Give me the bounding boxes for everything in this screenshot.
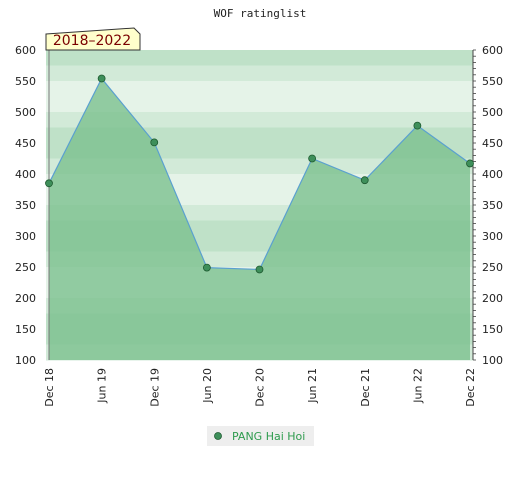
chart-title: WOF ratinglist bbox=[214, 7, 307, 20]
data-point bbox=[466, 159, 474, 168]
markers bbox=[45, 74, 474, 274]
y-tick-label-left: 100 bbox=[15, 354, 36, 367]
background-band bbox=[46, 65, 473, 82]
x-tick-label: Dec 22 bbox=[464, 368, 477, 407]
y-tick-label-right: 250 bbox=[482, 261, 503, 274]
legend-marker bbox=[214, 432, 222, 440]
y-tick-label-right: 100 bbox=[482, 354, 503, 367]
y-tick-label-left: 250 bbox=[15, 261, 36, 274]
y-tick-label-right: 200 bbox=[482, 292, 503, 305]
y-tick-label-left: 150 bbox=[15, 323, 36, 336]
x-tick-label: Dec 18 bbox=[43, 368, 56, 407]
y-tick-label-right: 400 bbox=[482, 168, 503, 181]
background-band bbox=[46, 50, 473, 66]
y-tick-label-left: 200 bbox=[15, 292, 36, 305]
background-band bbox=[46, 81, 473, 97]
x-tick-label: Jun 20 bbox=[201, 368, 214, 404]
x-tick-label: Dec 21 bbox=[359, 368, 372, 407]
period-badge-box bbox=[45, 27, 141, 51]
period-badge: 2018–2022 bbox=[45, 27, 141, 51]
y-tick-label-left: 550 bbox=[15, 75, 36, 88]
y-tick-label-left: 400 bbox=[15, 168, 36, 181]
y-tick-label-right: 500 bbox=[482, 106, 503, 119]
y-tick-label-left: 600 bbox=[15, 44, 36, 57]
data-point bbox=[308, 154, 317, 163]
axes: 100 100 150 150 200 200 250 250 300 300 350 350 400 4… bbox=[15, 44, 503, 407]
data-point bbox=[255, 265, 264, 274]
data-point bbox=[360, 176, 369, 185]
background-band bbox=[46, 112, 473, 128]
data-point bbox=[202, 263, 211, 272]
data-point bbox=[97, 74, 106, 83]
x-tick-label: Dec 19 bbox=[148, 368, 161, 407]
background-band bbox=[46, 96, 473, 113]
series-area bbox=[49, 78, 470, 361]
y-tick-label-left: 500 bbox=[15, 106, 36, 119]
x-tick-label: Dec 20 bbox=[254, 368, 267, 407]
data-point bbox=[45, 179, 53, 188]
y-tick-label-left: 450 bbox=[15, 137, 36, 150]
data-point bbox=[413, 121, 422, 130]
period-badge-label: 2018–2022 bbox=[53, 33, 131, 49]
data-point bbox=[150, 138, 159, 147]
x-tick-label: Jun 21 bbox=[306, 368, 319, 404]
y-tick-label-right: 450 bbox=[482, 137, 503, 150]
x-tick-label: Jun 22 bbox=[411, 368, 424, 404]
y-tick-label-right: 550 bbox=[482, 75, 503, 88]
y-tick-label-right: 150 bbox=[482, 323, 503, 336]
y-tick-label-left: 350 bbox=[15, 199, 36, 212]
y-tick-label-right: 300 bbox=[482, 230, 503, 243]
legend: PANG Hai Hoi bbox=[207, 426, 314, 446]
x-tick-label: Jun 19 bbox=[96, 368, 109, 404]
y-tick-label-right: 350 bbox=[482, 199, 503, 212]
legend-label: PANG Hai Hoi bbox=[232, 430, 305, 443]
y-tick-label-right: 600 bbox=[482, 44, 503, 57]
legend-box bbox=[207, 426, 314, 446]
y-tick-label-left: 300 bbox=[15, 230, 36, 243]
